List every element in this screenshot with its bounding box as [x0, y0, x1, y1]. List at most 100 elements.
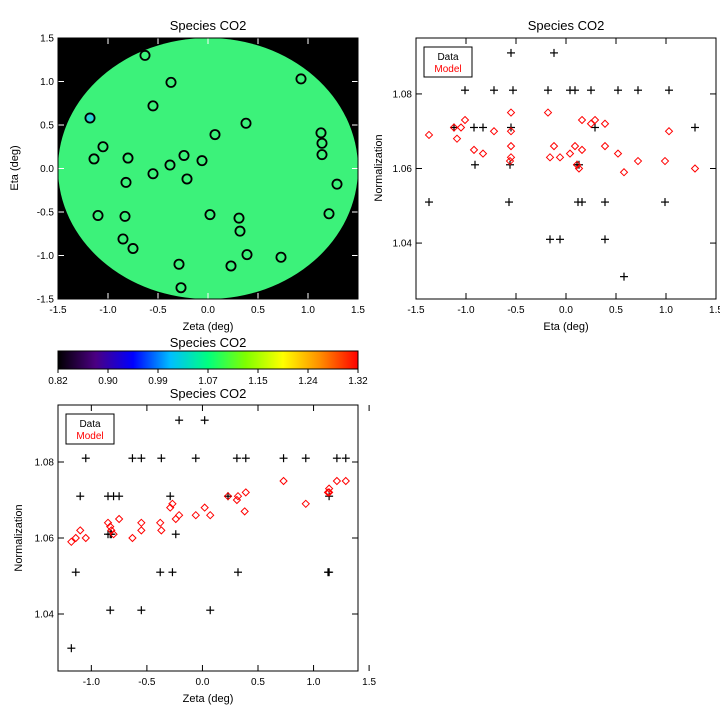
zeta-panel-model-point — [71, 533, 80, 543]
zeta-panel-ylabel: Normalization — [13, 504, 25, 571]
zeta-panel-data-point — [206, 606, 215, 615]
zeta-panel-xtick-label: 1.0 — [307, 677, 321, 688]
zeta-panel-data-point — [241, 454, 250, 463]
eta-panel-ytick-label: 1.04 — [393, 239, 413, 250]
zeta-panel-data-point — [137, 606, 146, 615]
disk-map-ytick-label: 0.0 — [40, 164, 54, 175]
disk-map-ytick-label: 1.5 — [40, 34, 54, 45]
disk-map-ytick-label: 0.5 — [40, 121, 54, 132]
disk-map-point — [316, 149, 328, 161]
eta-legend-model: Model — [434, 64, 461, 75]
disk-map-title: Species CO2 — [170, 18, 247, 33]
eta-panel-data-point — [505, 198, 513, 207]
disk-map-axes: -1.5 -1.0 -0.5 0.0 0.5 1.0 1.5 -1.5 -1.0 -0.5 0.0 0… — [37, 34, 366, 317]
eta-panel-data-point — [591, 123, 599, 132]
eta-panel-data-point — [479, 123, 487, 132]
eta-panel-ytick-label: 1.06 — [393, 164, 413, 175]
zeta-panel-model-point — [109, 529, 118, 539]
disk-map-point — [275, 251, 287, 263]
zeta-panel-model-point — [332, 476, 342, 486]
disk-map-point — [331, 178, 343, 190]
eta-panel-data-point — [556, 235, 564, 244]
disk-map-point — [234, 225, 246, 237]
disk-map-xtick-label: 0.5 — [251, 305, 265, 316]
disk-map-xlabel: Zeta (deg) — [183, 321, 234, 333]
colorbar-tick-label: 0.99 — [148, 376, 168, 387]
zeta-panel-data-point — [301, 454, 310, 463]
zeta-panel-model-point — [157, 526, 166, 535]
zeta-panel-data-point — [67, 644, 76, 653]
disk-map-point — [204, 209, 216, 221]
eta-panel-xtick-label: -1.5 — [407, 305, 425, 316]
zeta-panel-data-point — [115, 492, 124, 501]
eta-panel-model-point — [600, 119, 610, 128]
disk-map-panel: Species CO2 -1.5 -1.0 -0.5 0.0 0.5 1.0 1.5-1.5… — [9, 18, 365, 333]
eta-panel-model-point — [574, 164, 584, 173]
eta-panel-data-point — [601, 198, 609, 207]
zeta-panel-xtick-label: -1.0 — [83, 677, 101, 688]
zeta-panel-model-point — [223, 491, 233, 501]
zeta-panel-model-point — [240, 507, 249, 516]
eta-panel-data-point — [509, 86, 517, 95]
zeta-legend-model: Model — [76, 431, 103, 442]
disk-map-xtick-label: -1.0 — [99, 305, 117, 316]
zeta-panel-points — [67, 416, 350, 653]
disk-map-point — [178, 149, 190, 161]
zeta-panel-model-point — [166, 503, 175, 512]
disk-map-point — [323, 208, 335, 220]
zeta-legend-box — [65, 413, 115, 445]
zeta-panel-data-point — [234, 568, 242, 577]
zeta-panel-ytick-label: 1.08 — [35, 458, 55, 469]
eta-panel-model-point — [489, 127, 499, 136]
disk-map-xtick-label: 1.0 — [301, 305, 315, 316]
colorbar-strip — [57, 350, 359, 370]
zeta-panel-data-point — [166, 492, 175, 501]
disk-map-point — [119, 210, 131, 222]
eta-panel-model-point — [506, 108, 516, 117]
eta-panel-model-point — [555, 153, 565, 162]
zeta-panel-xtick-label: 1.5 — [362, 677, 376, 688]
eta-panel-model-point — [600, 141, 610, 151]
zeta-panel-model-point — [324, 484, 334, 493]
eta-panel-axes: -1.5 -1.0 -0.5 0.0 0.5 1.0 1.5 1.04 1.06 1.08 — [393, 38, 720, 316]
zeta-panel-data-point — [332, 454, 341, 463]
zeta-panel-model-point — [106, 522, 115, 531]
zeta-panel-model-point — [301, 499, 310, 509]
eta-panel-model-point — [452, 134, 462, 143]
zeta-panel-data-point — [200, 416, 209, 425]
eta-panel-model-point — [664, 127, 674, 136]
eta-panel-data-point — [450, 123, 458, 132]
zeta-panel-data-point — [341, 454, 350, 463]
disk-map-point — [117, 233, 129, 245]
disk-map-point — [88, 153, 100, 165]
zeta-panel-xtick-label: -0.5 — [138, 677, 156, 688]
eta-panel-xlabel: Eta (deg) — [543, 321, 588, 333]
disk-map-point — [164, 159, 176, 171]
disk-map-point — [181, 173, 193, 185]
zeta-panel-model-point — [233, 491, 243, 501]
eta-panel-data-point — [620, 272, 628, 281]
eta-panel-xtick-label: 0.0 — [559, 305, 573, 316]
zeta-panel-data-point — [171, 530, 180, 539]
colorbar-tick-label: 1.07 — [198, 376, 218, 387]
eta-panel-data-point — [571, 86, 579, 95]
zeta-panel-model-point — [324, 488, 334, 497]
eta-legend-data: Data — [437, 52, 459, 63]
colorbar-ticks: 0.82 0.90 0.99 1.07 1.15 1.24 1.32 — [48, 369, 368, 387]
eta-panel-data-point — [507, 48, 515, 57]
eta-panel-data-point — [587, 86, 595, 95]
eta-panel-model-point — [469, 145, 479, 155]
eta-panel-data-point — [661, 198, 669, 207]
eta-panel-model-point — [633, 156, 643, 166]
disk-map-point — [120, 176, 132, 188]
eta-panel-model-point — [456, 123, 466, 132]
zeta-normalization-panel: Species CO2 -1.0 -0.5 0.0 0.5 1.0 1.5 1.04 1.06… — [13, 386, 376, 705]
disk-map-ytick-label: -1.0 — [37, 251, 55, 262]
colorbar-tick-label: 1.15 — [248, 376, 268, 387]
eta-panel-data-point — [425, 198, 433, 207]
eta-panel-model-point — [577, 115, 587, 125]
eta-panel-model-point — [545, 153, 555, 162]
zeta-panel-model-point — [107, 526, 116, 535]
colorbar-title: Species CO2 — [170, 335, 247, 350]
